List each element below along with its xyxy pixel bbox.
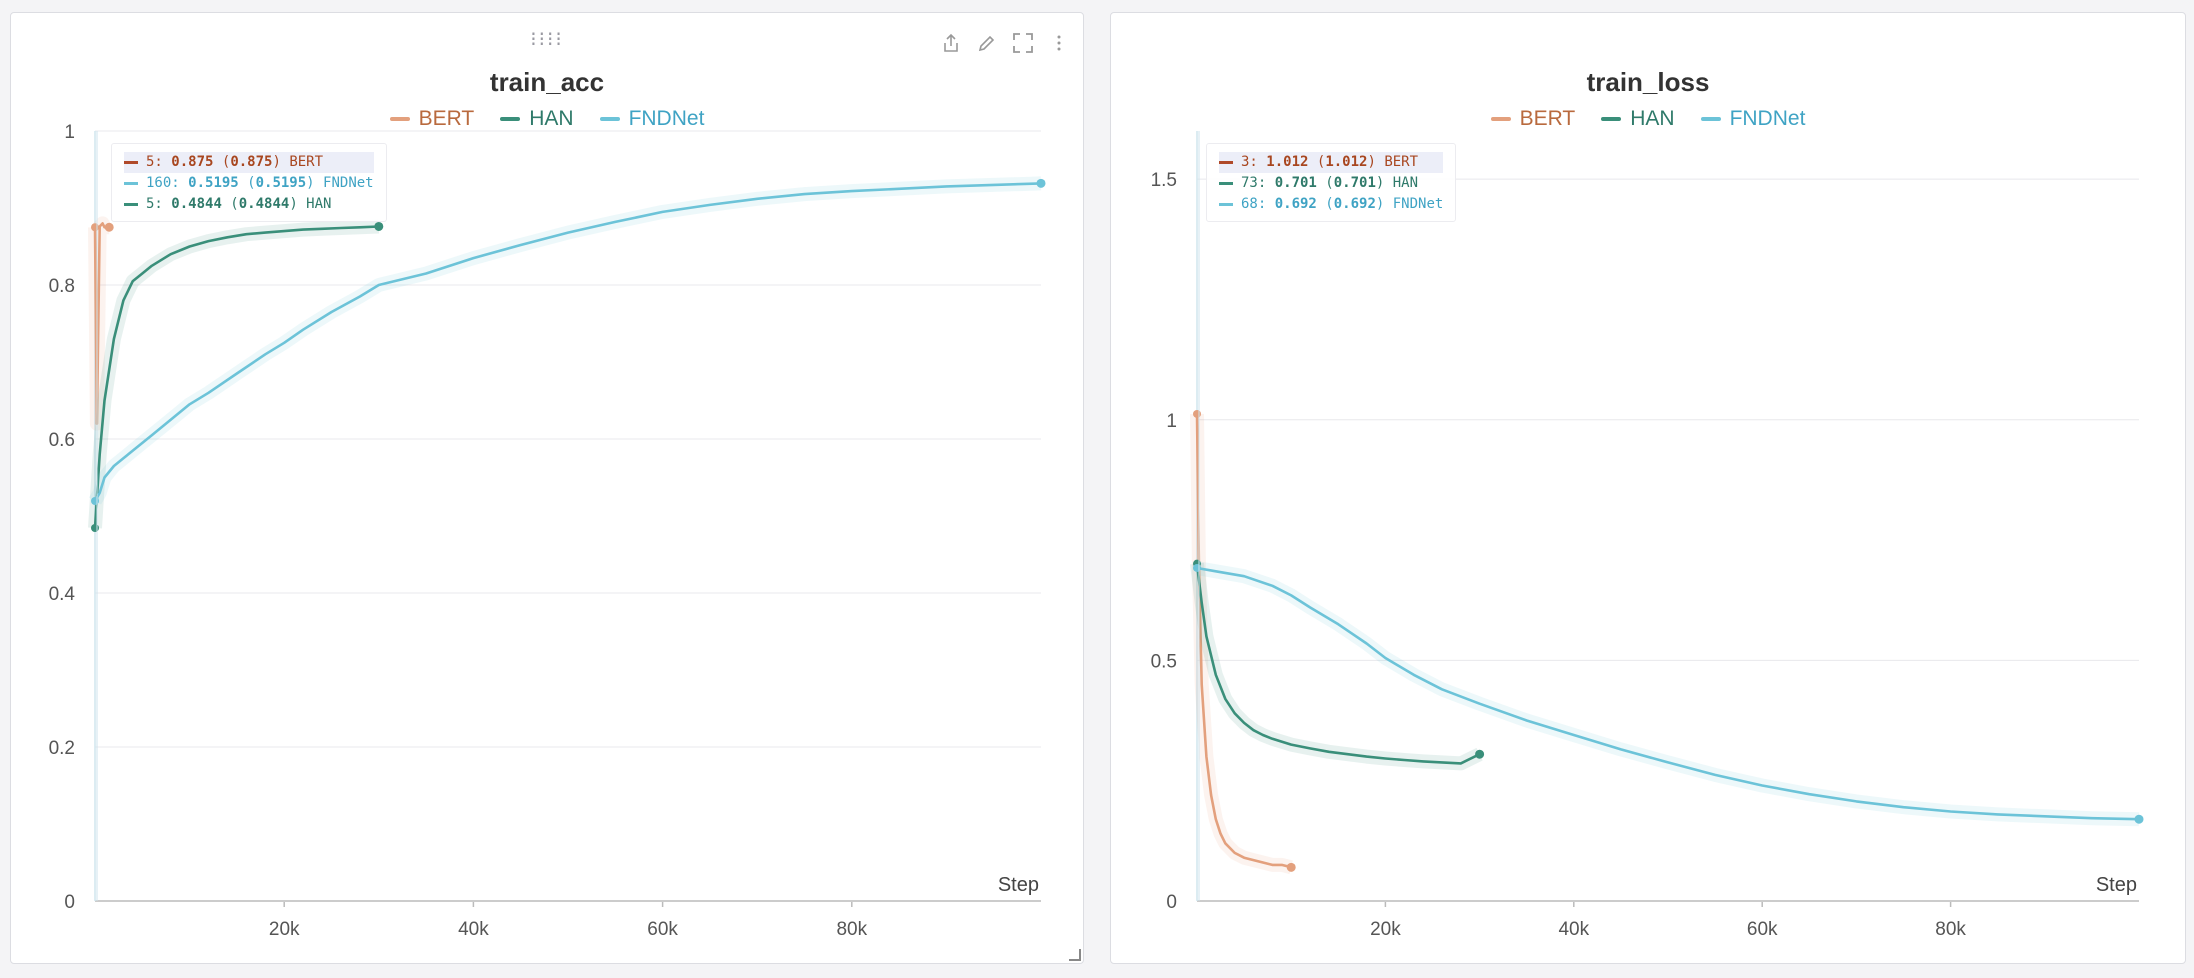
tooltip-text: 5: 0.4844 (0.4844) HAN (146, 196, 332, 212)
legend-item-bert[interactable]: BERT (389, 107, 475, 131)
series-start-point-han (91, 524, 99, 533)
series-line-han (93, 225, 379, 529)
series-line-fndnet (93, 182, 1042, 502)
panel-toolbar (937, 29, 1073, 57)
legend-item-bert[interactable]: BERT (1490, 107, 1576, 131)
hover-tooltip: 5: 0.875 (0.875) BERT 160: 0.5195 (0.5195… (111, 143, 387, 222)
series-line-bert (1195, 413, 1292, 869)
tooltip-swatch (124, 203, 138, 206)
chart-title: train_loss (1586, 67, 1710, 97)
legend-label: HAN (1630, 107, 1675, 130)
tooltip-row-bert: 5: 0.875 (0.875) BERT (124, 152, 374, 173)
series-noise-band-fndnet (1195, 561, 2140, 827)
tooltip-row-fndnet: 160: 0.5195 (0.5195) FNDNet (124, 173, 374, 194)
chart-legend: BERT HAN FNDNet (1111, 107, 2185, 131)
y-tick-label: 0 (64, 892, 75, 913)
series-start-point-bert (91, 223, 99, 232)
more-icon[interactable] (1045, 29, 1073, 57)
tooltip-swatch (1219, 182, 1233, 185)
edit-icon[interactable] (973, 29, 1001, 57)
x-tick-label: 40k (1558, 919, 1589, 940)
x-tick-label: 60k (647, 919, 678, 940)
legend-label: BERT (418, 107, 475, 130)
series-start-point-bert (1193, 409, 1201, 418)
series-line-han (1195, 563, 1481, 765)
tooltip-row-han: 73: 0.701 (0.701) HAN (1219, 173, 1443, 194)
series-start-point-fndnet (91, 496, 99, 505)
tooltip-row-han: 5: 0.4844 (0.4844) HAN (124, 194, 374, 215)
legend-item-fndnet[interactable]: FNDNet (1700, 107, 1806, 131)
y-tick-label: 0 (1166, 892, 1177, 913)
x-tick-label: 40k (458, 919, 489, 940)
legend-swatch (500, 117, 521, 121)
x-tick-label: 80k (1935, 919, 1966, 940)
tooltip-swatch (124, 182, 138, 185)
y-tick-label: 0.4 (49, 584, 76, 605)
tooltip-swatch (1219, 161, 1233, 164)
x-tick-label: 20k (1370, 919, 1401, 940)
y-tick-label: 0.6 (49, 430, 75, 451)
legend-swatch (389, 117, 410, 121)
legend-swatch (1601, 117, 1622, 121)
share-icon[interactable] (937, 29, 965, 57)
y-tick-label: 0.2 (49, 738, 75, 759)
series-noise-band-han (1190, 562, 1483, 771)
plot-area[interactable]: 0 0.5 1 1.5 20k 40k 60k 80k Step (1111, 13, 2186, 964)
legend-label: FNDNet (628, 107, 705, 130)
legend-swatch (1490, 117, 1511, 121)
legend-swatch (599, 117, 620, 121)
tooltip-text: 73: 0.701 (0.701) HAN (1241, 175, 1419, 191)
chart-legend: BERT HAN FNDNet (11, 107, 1083, 131)
series-end-point-fndnet (2134, 814, 2144, 824)
y-tick-label: 1.5 (1151, 170, 1177, 191)
chart-panel-train-loss: train_loss BERT HAN FNDNet 0 0.5 1 1.5 20k 40k 6… (1110, 12, 2186, 964)
legend-label: HAN (529, 107, 574, 130)
series-end-point-bert (1286, 862, 1296, 872)
tooltip-text: 68: 0.692 (0.692) FNDNet (1241, 196, 1444, 212)
legend-item-fndnet[interactable]: FNDNet (599, 107, 705, 131)
chart-panel-train-acc: ⁝⁝⁝⁝ train_acc BERT HAN FNDNet 0 0.2 0.4 0.6 0… (10, 12, 1084, 964)
legend-item-han[interactable]: HAN (1601, 107, 1675, 131)
x-tick-label: 80k (836, 919, 867, 940)
series-start-point-fndnet (1193, 563, 1201, 572)
series-end-point-han (1475, 749, 1485, 759)
hover-tooltip: 3: 1.012 (1.012) BERT 73: 0.701 (0.701) H… (1206, 143, 1457, 222)
legend-label: FNDNet (1729, 107, 1806, 130)
x-axis-label: Step (998, 874, 1039, 896)
plot-area[interactable]: 0 0.2 0.4 0.6 0.8 1 20k 40k 60k 80k Step (11, 13, 1084, 964)
tooltip-swatch (124, 161, 138, 164)
legend-swatch (1700, 117, 1721, 121)
tooltip-text: 3: 1.012 (1.012) BERT (1241, 154, 1419, 170)
x-axis-label: Step (2096, 874, 2137, 896)
tooltip-row-bert: 3: 1.012 (1.012) BERT (1219, 152, 1444, 173)
x-tick-label: 60k (1747, 919, 1778, 940)
y-tick-label: 0.5 (1151, 651, 1177, 672)
tooltip-swatch (1219, 203, 1233, 206)
chart-title: train_acc (489, 67, 605, 97)
series-line-fndnet (1196, 566, 2140, 821)
y-tick-label: 1 (64, 122, 75, 143)
y-tick-label: 0.8 (49, 276, 75, 297)
x-tick-label: 20k (269, 919, 300, 940)
series-end-point-fndnet (1036, 178, 1046, 188)
drag-handle-icon[interactable]: ⁝⁝⁝⁝ (530, 27, 564, 51)
series-end-point-bert (104, 222, 114, 232)
tooltip-text: 5: 0.875 (0.875) BERT (146, 154, 324, 170)
legend-item-han[interactable]: HAN (500, 107, 574, 131)
series-end-point-han (374, 221, 384, 231)
fullscreen-icon[interactable] (1009, 29, 1037, 57)
resize-handle-icon[interactable] (1069, 949, 1081, 961)
tooltip-row-fndnet: 68: 0.692 (0.692) FNDNet (1219, 194, 1443, 215)
legend-label: BERT (1519, 107, 1576, 130)
y-tick-label: 1 (1166, 411, 1177, 432)
tooltip-text: 160: 0.5195 (0.5195) FNDNet (146, 175, 374, 191)
